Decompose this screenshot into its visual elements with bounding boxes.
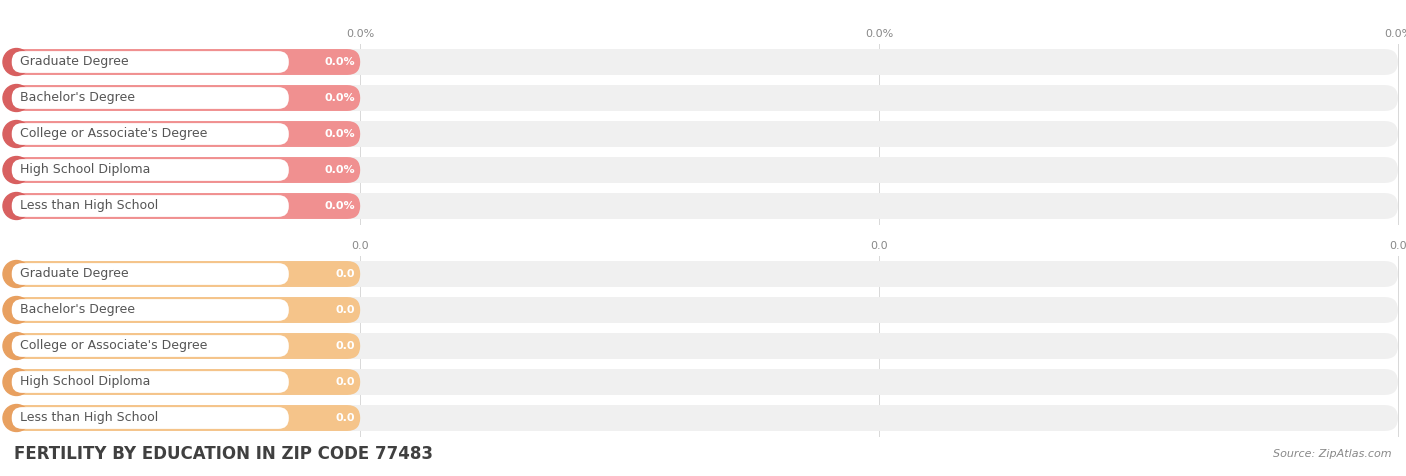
Text: 0.0: 0.0 (336, 341, 356, 351)
Circle shape (3, 192, 30, 219)
FancyBboxPatch shape (6, 333, 360, 359)
FancyBboxPatch shape (11, 87, 288, 109)
Text: 0.0%: 0.0% (325, 201, 356, 211)
FancyBboxPatch shape (6, 261, 1398, 287)
Text: 0.0: 0.0 (336, 377, 356, 387)
FancyBboxPatch shape (11, 407, 288, 429)
Text: High School Diploma: High School Diploma (20, 376, 150, 388)
FancyBboxPatch shape (11, 51, 288, 73)
FancyBboxPatch shape (6, 261, 360, 287)
Text: 0.0%: 0.0% (1384, 29, 1406, 39)
FancyBboxPatch shape (6, 85, 360, 111)
FancyBboxPatch shape (11, 299, 288, 321)
Text: Graduate Degree: Graduate Degree (20, 56, 128, 69)
Text: College or Associate's Degree: College or Associate's Degree (20, 339, 207, 353)
FancyBboxPatch shape (6, 369, 1398, 395)
FancyBboxPatch shape (6, 121, 360, 147)
Text: Bachelor's Degree: Bachelor's Degree (20, 304, 135, 317)
FancyBboxPatch shape (6, 193, 1398, 219)
FancyBboxPatch shape (6, 333, 1398, 359)
Text: 0.0: 0.0 (870, 241, 889, 251)
FancyBboxPatch shape (11, 263, 288, 285)
Text: FERTILITY BY EDUCATION IN ZIP CODE 77483: FERTILITY BY EDUCATION IN ZIP CODE 77483 (14, 445, 433, 463)
Text: 0.0: 0.0 (1389, 241, 1406, 251)
FancyBboxPatch shape (6, 157, 360, 183)
FancyBboxPatch shape (6, 405, 1398, 431)
Circle shape (3, 157, 30, 183)
Circle shape (3, 405, 30, 431)
FancyBboxPatch shape (11, 371, 288, 393)
FancyBboxPatch shape (11, 159, 288, 181)
Text: College or Associate's Degree: College or Associate's Degree (20, 128, 207, 140)
Text: 0.0%: 0.0% (325, 129, 356, 139)
Circle shape (3, 120, 30, 148)
Text: 0.0: 0.0 (336, 305, 356, 315)
Text: 0.0: 0.0 (352, 241, 368, 251)
Text: Graduate Degree: Graduate Degree (20, 268, 128, 280)
FancyBboxPatch shape (6, 405, 360, 431)
FancyBboxPatch shape (6, 157, 1398, 183)
FancyBboxPatch shape (6, 85, 1398, 111)
Text: Bachelor's Degree: Bachelor's Degree (20, 91, 135, 105)
Text: 0.0: 0.0 (336, 413, 356, 423)
FancyBboxPatch shape (11, 123, 288, 145)
Text: Less than High School: Less than High School (20, 199, 157, 212)
FancyBboxPatch shape (6, 49, 1398, 75)
Text: 0.0%: 0.0% (325, 165, 356, 175)
FancyBboxPatch shape (6, 297, 360, 323)
FancyBboxPatch shape (6, 49, 360, 75)
FancyBboxPatch shape (6, 193, 360, 219)
FancyBboxPatch shape (11, 335, 288, 357)
Text: 0.0%: 0.0% (325, 57, 356, 67)
Text: 0.0: 0.0 (336, 269, 356, 279)
Text: High School Diploma: High School Diploma (20, 163, 150, 177)
Circle shape (3, 260, 30, 288)
Text: 0.0%: 0.0% (865, 29, 893, 39)
Circle shape (3, 297, 30, 324)
Text: 0.0%: 0.0% (346, 29, 374, 39)
Circle shape (3, 368, 30, 396)
Text: 0.0%: 0.0% (325, 93, 356, 103)
FancyBboxPatch shape (11, 195, 288, 217)
Circle shape (3, 85, 30, 111)
Circle shape (3, 49, 30, 76)
FancyBboxPatch shape (6, 297, 1398, 323)
Text: Source: ZipAtlas.com: Source: ZipAtlas.com (1274, 449, 1392, 459)
FancyBboxPatch shape (6, 369, 360, 395)
Circle shape (3, 333, 30, 359)
Text: Less than High School: Less than High School (20, 411, 157, 425)
FancyBboxPatch shape (6, 121, 1398, 147)
